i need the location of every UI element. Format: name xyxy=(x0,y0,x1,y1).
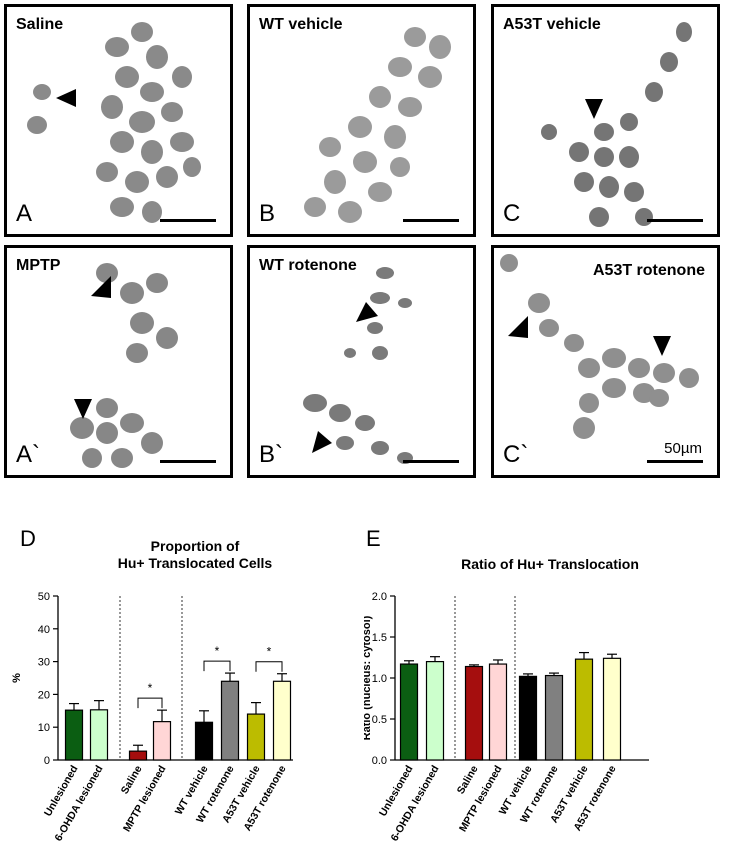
figure-letter-d: D xyxy=(20,526,36,551)
bar-mptp-lesioned xyxy=(152,721,172,761)
cell-image xyxy=(304,27,451,223)
significance-bracket xyxy=(255,661,283,672)
significance-bracket xyxy=(203,660,231,672)
figure-letter-e: E xyxy=(366,526,381,551)
chart-title-e: Ratio of Hu+ Translocation xyxy=(461,556,639,572)
y-tick-label: 1.5 xyxy=(372,632,387,644)
y-tick-label: 40 xyxy=(38,624,50,636)
x-tick-label: Saline xyxy=(455,763,481,796)
panel-title: MPTP xyxy=(16,257,61,274)
arrowhead-icon xyxy=(91,276,111,298)
scale-bar xyxy=(403,460,459,463)
bar-6-ohda-lesioned xyxy=(425,660,445,761)
panel-letter: A xyxy=(16,200,33,227)
panel-letter: B` xyxy=(259,441,283,468)
micrograph-panel-a53t-vehicle: A53T vehicle C xyxy=(491,4,720,237)
significance-marker: * xyxy=(215,644,220,658)
bar-a53t-rotenone xyxy=(272,680,292,761)
panel-title: WT vehicle xyxy=(259,16,343,33)
scale-bar xyxy=(647,219,703,222)
y-tick-label: 30 xyxy=(38,657,50,669)
cell-image xyxy=(27,22,201,223)
y-tick-label: 50 xyxy=(38,591,50,603)
panel-title: Saline xyxy=(16,16,64,33)
scale-label: 50µm xyxy=(664,440,702,457)
bar-a53t-vehicle xyxy=(246,713,266,761)
bar-wt-vehicle xyxy=(194,721,214,761)
arrowhead-icon xyxy=(56,89,76,107)
x-tick-label: 6-OHDA lesioned xyxy=(389,764,442,844)
bar-wt-vehicle xyxy=(518,675,538,761)
arrowhead-icon xyxy=(74,399,92,419)
significance-bracket xyxy=(137,697,163,709)
y-tick-label: 10 xyxy=(38,722,50,734)
arrowhead-icon xyxy=(356,302,378,322)
significance-marker: * xyxy=(148,681,153,695)
cell-image xyxy=(541,22,692,227)
panel-letter: B xyxy=(259,200,276,227)
micrograph-panel-wt-rotenone: WT rotenone B` xyxy=(247,245,476,478)
panel-letter: C` xyxy=(503,441,529,468)
scale-bar xyxy=(403,219,459,222)
y-tick-label: 20 xyxy=(38,689,50,701)
arrowhead-icon xyxy=(312,431,332,453)
micrograph-panel-mptp: MPTP A` xyxy=(4,245,233,478)
micrograph-panel-wt-vehicle: WT vehicle B xyxy=(247,4,476,237)
scale-bar xyxy=(160,219,216,222)
scale-bar xyxy=(160,460,216,463)
y-axis-label: % xyxy=(11,673,23,683)
panel-title: A53T vehicle xyxy=(503,16,601,33)
cell-image xyxy=(500,254,699,439)
bar-unlesioned xyxy=(64,709,84,761)
micrograph-panel-saline: Saline A xyxy=(4,4,233,237)
panel-title: A53T rotenone xyxy=(592,262,705,279)
arrowhead-icon xyxy=(508,316,528,338)
scale-bar xyxy=(647,460,703,463)
bar-wt-rotenone xyxy=(220,680,240,761)
bar-wt-rotenone xyxy=(544,674,564,761)
cell-image xyxy=(303,267,413,464)
y-tick-label: 0.5 xyxy=(372,714,387,726)
panel-letter: C xyxy=(503,200,521,227)
bar-saline xyxy=(464,665,484,761)
bar-a53t-vehicle xyxy=(574,658,594,761)
bar-saline xyxy=(128,750,148,761)
x-tick-label: Saline xyxy=(119,763,145,796)
panel-letter: A` xyxy=(16,441,40,468)
y-tick-label: 1.0 xyxy=(372,673,387,685)
micrograph-panel-a53t-rotenone: A53T rotenone C` 50µm xyxy=(491,245,720,478)
significance-marker: * xyxy=(267,645,272,659)
bar-6-ohda-lesioned xyxy=(89,709,109,761)
arrowhead-icon xyxy=(585,99,603,119)
arrowhead-icon xyxy=(653,336,671,356)
chart-title-d: Proportion of Hu+ Translocated Cells xyxy=(117,538,273,571)
y-tick-label: 0.0 xyxy=(372,755,387,767)
y-axis-label: Ratio (nucleus: cytosol) xyxy=(364,615,373,740)
panel-title: WT rotenone xyxy=(259,257,357,274)
bar-a53t-rotenone xyxy=(602,657,622,761)
cell-image xyxy=(70,263,178,468)
bar-mptp-lesioned xyxy=(488,663,508,761)
y-tick-label: 0 xyxy=(44,755,50,767)
bar-unlesioned xyxy=(399,663,419,761)
y-tick-label: 2.0 xyxy=(372,591,387,603)
